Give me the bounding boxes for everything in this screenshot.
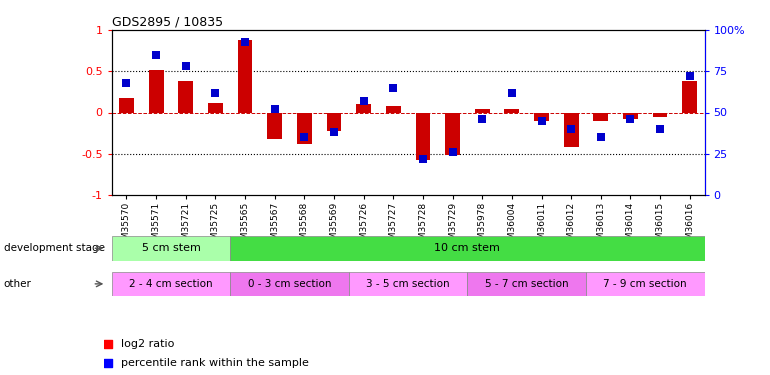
Point (476, 116, 488, 122)
Text: 2 - 4 cm section: 2 - 4 cm section (129, 279, 213, 289)
Text: percentile rank within the sample: percentile rank within the sample (121, 358, 309, 368)
Bar (230, 272, 349, 296)
Point (120, 80, 132, 86)
Text: 5 cm stem: 5 cm stem (142, 243, 200, 254)
Bar (357, 104, 371, 112)
Bar (653, 112, 668, 117)
Point (417, 156, 429, 162)
Point (357, 98, 370, 104)
Point (209, 90, 222, 96)
Bar (586, 272, 705, 296)
Point (594, 134, 607, 140)
Bar (623, 112, 638, 119)
Bar (208, 103, 223, 112)
Point (565, 126, 578, 132)
Point (387, 85, 400, 91)
Point (447, 149, 459, 155)
Bar (349, 272, 467, 296)
Bar (475, 109, 490, 112)
Bar (238, 40, 253, 112)
Bar (179, 81, 193, 112)
Text: 3 - 5 cm section: 3 - 5 cm section (367, 279, 450, 289)
Bar (416, 112, 430, 160)
Bar (230, 236, 705, 261)
Text: log2 ratio: log2 ratio (121, 339, 174, 349)
Point (179, 63, 192, 69)
Text: 5 - 7 cm section: 5 - 7 cm section (485, 279, 568, 289)
Point (684, 73, 696, 79)
Bar (594, 112, 608, 121)
Text: 0 - 3 cm section: 0 - 3 cm section (248, 279, 331, 289)
Bar (297, 112, 312, 144)
Point (654, 126, 666, 132)
Point (328, 129, 340, 135)
Bar (467, 272, 586, 296)
Text: 7 - 9 cm section: 7 - 9 cm section (604, 279, 687, 289)
Text: 10 cm stem: 10 cm stem (434, 243, 500, 254)
Bar (564, 112, 578, 147)
Point (624, 116, 637, 122)
Point (348, 104, 360, 110)
Bar (119, 98, 134, 112)
Text: development stage: development stage (4, 243, 105, 253)
Bar (326, 112, 341, 130)
Bar (504, 109, 519, 112)
Point (506, 90, 518, 96)
Point (535, 118, 547, 124)
Point (348, 274, 360, 280)
Bar (112, 236, 230, 261)
Text: GDS2895 / 10835: GDS2895 / 10835 (112, 16, 223, 29)
Point (269, 106, 281, 112)
Point (150, 52, 162, 58)
Point (298, 134, 310, 140)
Bar (386, 106, 400, 112)
Bar (534, 112, 549, 121)
Point (239, 39, 251, 45)
Bar (682, 81, 697, 112)
Bar (267, 112, 282, 139)
Bar (149, 70, 163, 112)
Text: other: other (4, 279, 32, 289)
Bar (445, 112, 460, 155)
Bar (112, 272, 230, 296)
